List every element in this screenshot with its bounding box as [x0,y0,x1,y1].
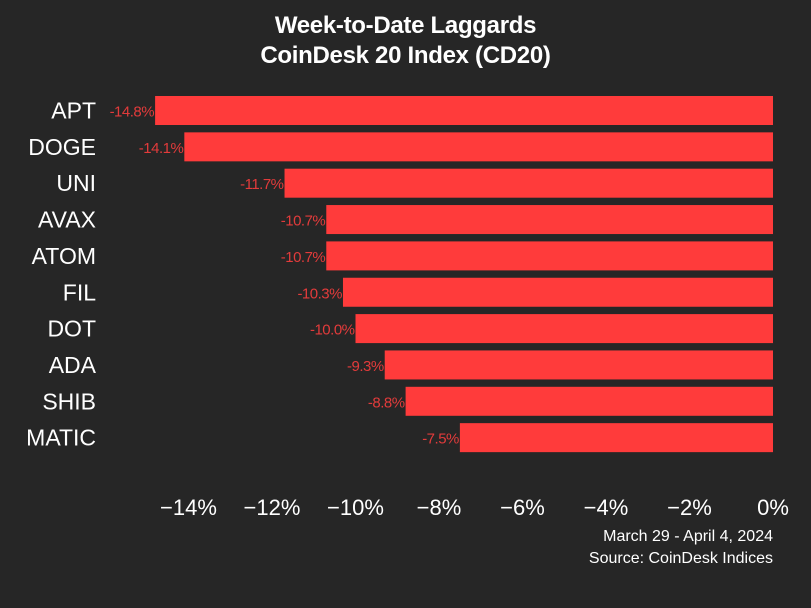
category-label: UNI [56,170,96,196]
chart-subtitle: CoinDesk 20 Index (CD20) [260,42,551,69]
bar-ada [384,350,773,380]
x-tick-label: −2% [667,495,712,520]
x-tick-label: 0% [757,495,789,520]
bar-shib [405,386,773,416]
data-label: -10.7% [281,213,326,230]
date-range: March 29 - April 4, 2024 [603,528,773,545]
data-label: -8.8% [368,394,405,411]
bar-matic [459,423,773,453]
category-label: FIL [63,279,96,305]
bar-fil [342,277,773,307]
category-label: MATIC [26,425,96,451]
bar-atom [326,241,773,271]
data-label: -14.1% [139,140,184,157]
x-tick-label: −12% [244,495,301,520]
source-note: Source: CoinDesk Indices [588,550,773,567]
x-tick-label: −8% [417,495,462,520]
x-tick-label: −4% [584,495,629,520]
bar-apt [155,96,774,125]
data-label: -10.0% [310,322,355,339]
category-label: SHIB [42,388,96,414]
category-label: AVAX [38,207,96,233]
x-tick-label: −14% [160,495,217,520]
category-label: DOT [47,316,96,342]
category-label: APT [51,98,96,124]
x-tick-label: −10% [327,495,384,520]
bar-uni [284,168,773,198]
chart-title: Week-to-Date Laggards [274,12,537,39]
data-label: -14.8% [110,104,155,121]
bar-doge [184,132,773,162]
data-label: -10.7% [281,249,326,266]
data-label: -11.7% [240,176,284,193]
data-label: -9.3% [347,358,384,375]
category-label: ADA [49,352,97,378]
x-tick-label: −6% [500,495,545,520]
data-label: -10.3% [297,285,342,302]
category-label: ATOM [32,243,96,269]
data-label: -7.5% [422,431,459,448]
bar-dot [355,314,773,344]
category-label: DOGE [28,134,96,160]
bar-avax [326,205,773,235]
